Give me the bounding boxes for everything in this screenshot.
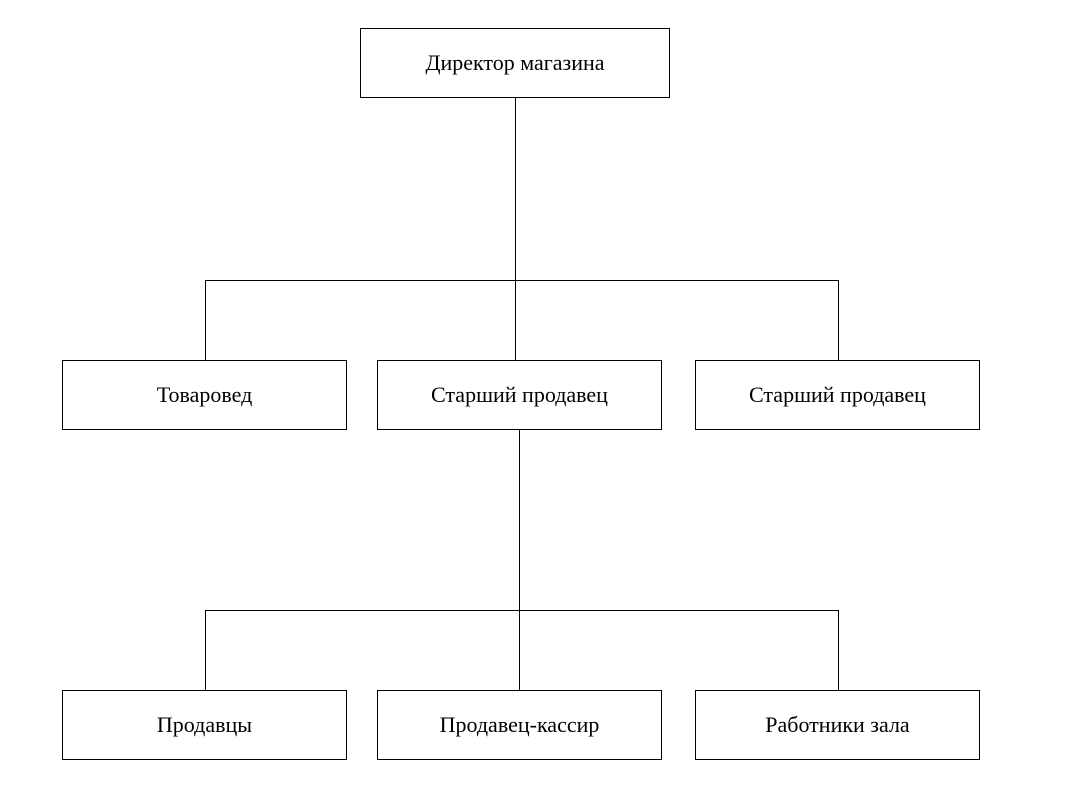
- connector-line: [205, 280, 206, 360]
- node-sellers-label: Продавцы: [157, 712, 252, 738]
- node-merchandiser-label: Товаровед: [157, 382, 253, 408]
- connector-line: [838, 610, 839, 690]
- connector-line: [519, 610, 520, 690]
- node-senior-seller-1: Старший продавец: [377, 360, 662, 430]
- node-director: Директор магазина: [360, 28, 670, 98]
- node-hall-workers-label: Работники зала: [765, 712, 909, 738]
- node-seller-cashier-label: Продавец-кассир: [440, 712, 600, 738]
- node-hall-workers: Работники зала: [695, 690, 980, 760]
- connector-line: [205, 610, 839, 611]
- connector-line: [205, 610, 206, 690]
- connector-line: [515, 98, 516, 280]
- node-senior-seller-2: Старший продавец: [695, 360, 980, 430]
- connector-line: [205, 280, 839, 281]
- node-sellers: Продавцы: [62, 690, 347, 760]
- node-merchandiser: Товаровед: [62, 360, 347, 430]
- node-senior-seller-2-label: Старший продавец: [749, 382, 926, 408]
- node-seller-cashier: Продавец-кассир: [377, 690, 662, 760]
- connector-line: [838, 280, 839, 360]
- node-senior-seller-1-label: Старший продавец: [431, 382, 608, 408]
- connector-line: [519, 430, 520, 610]
- connector-line: [515, 280, 516, 360]
- node-director-label: Директор магазина: [425, 50, 604, 76]
